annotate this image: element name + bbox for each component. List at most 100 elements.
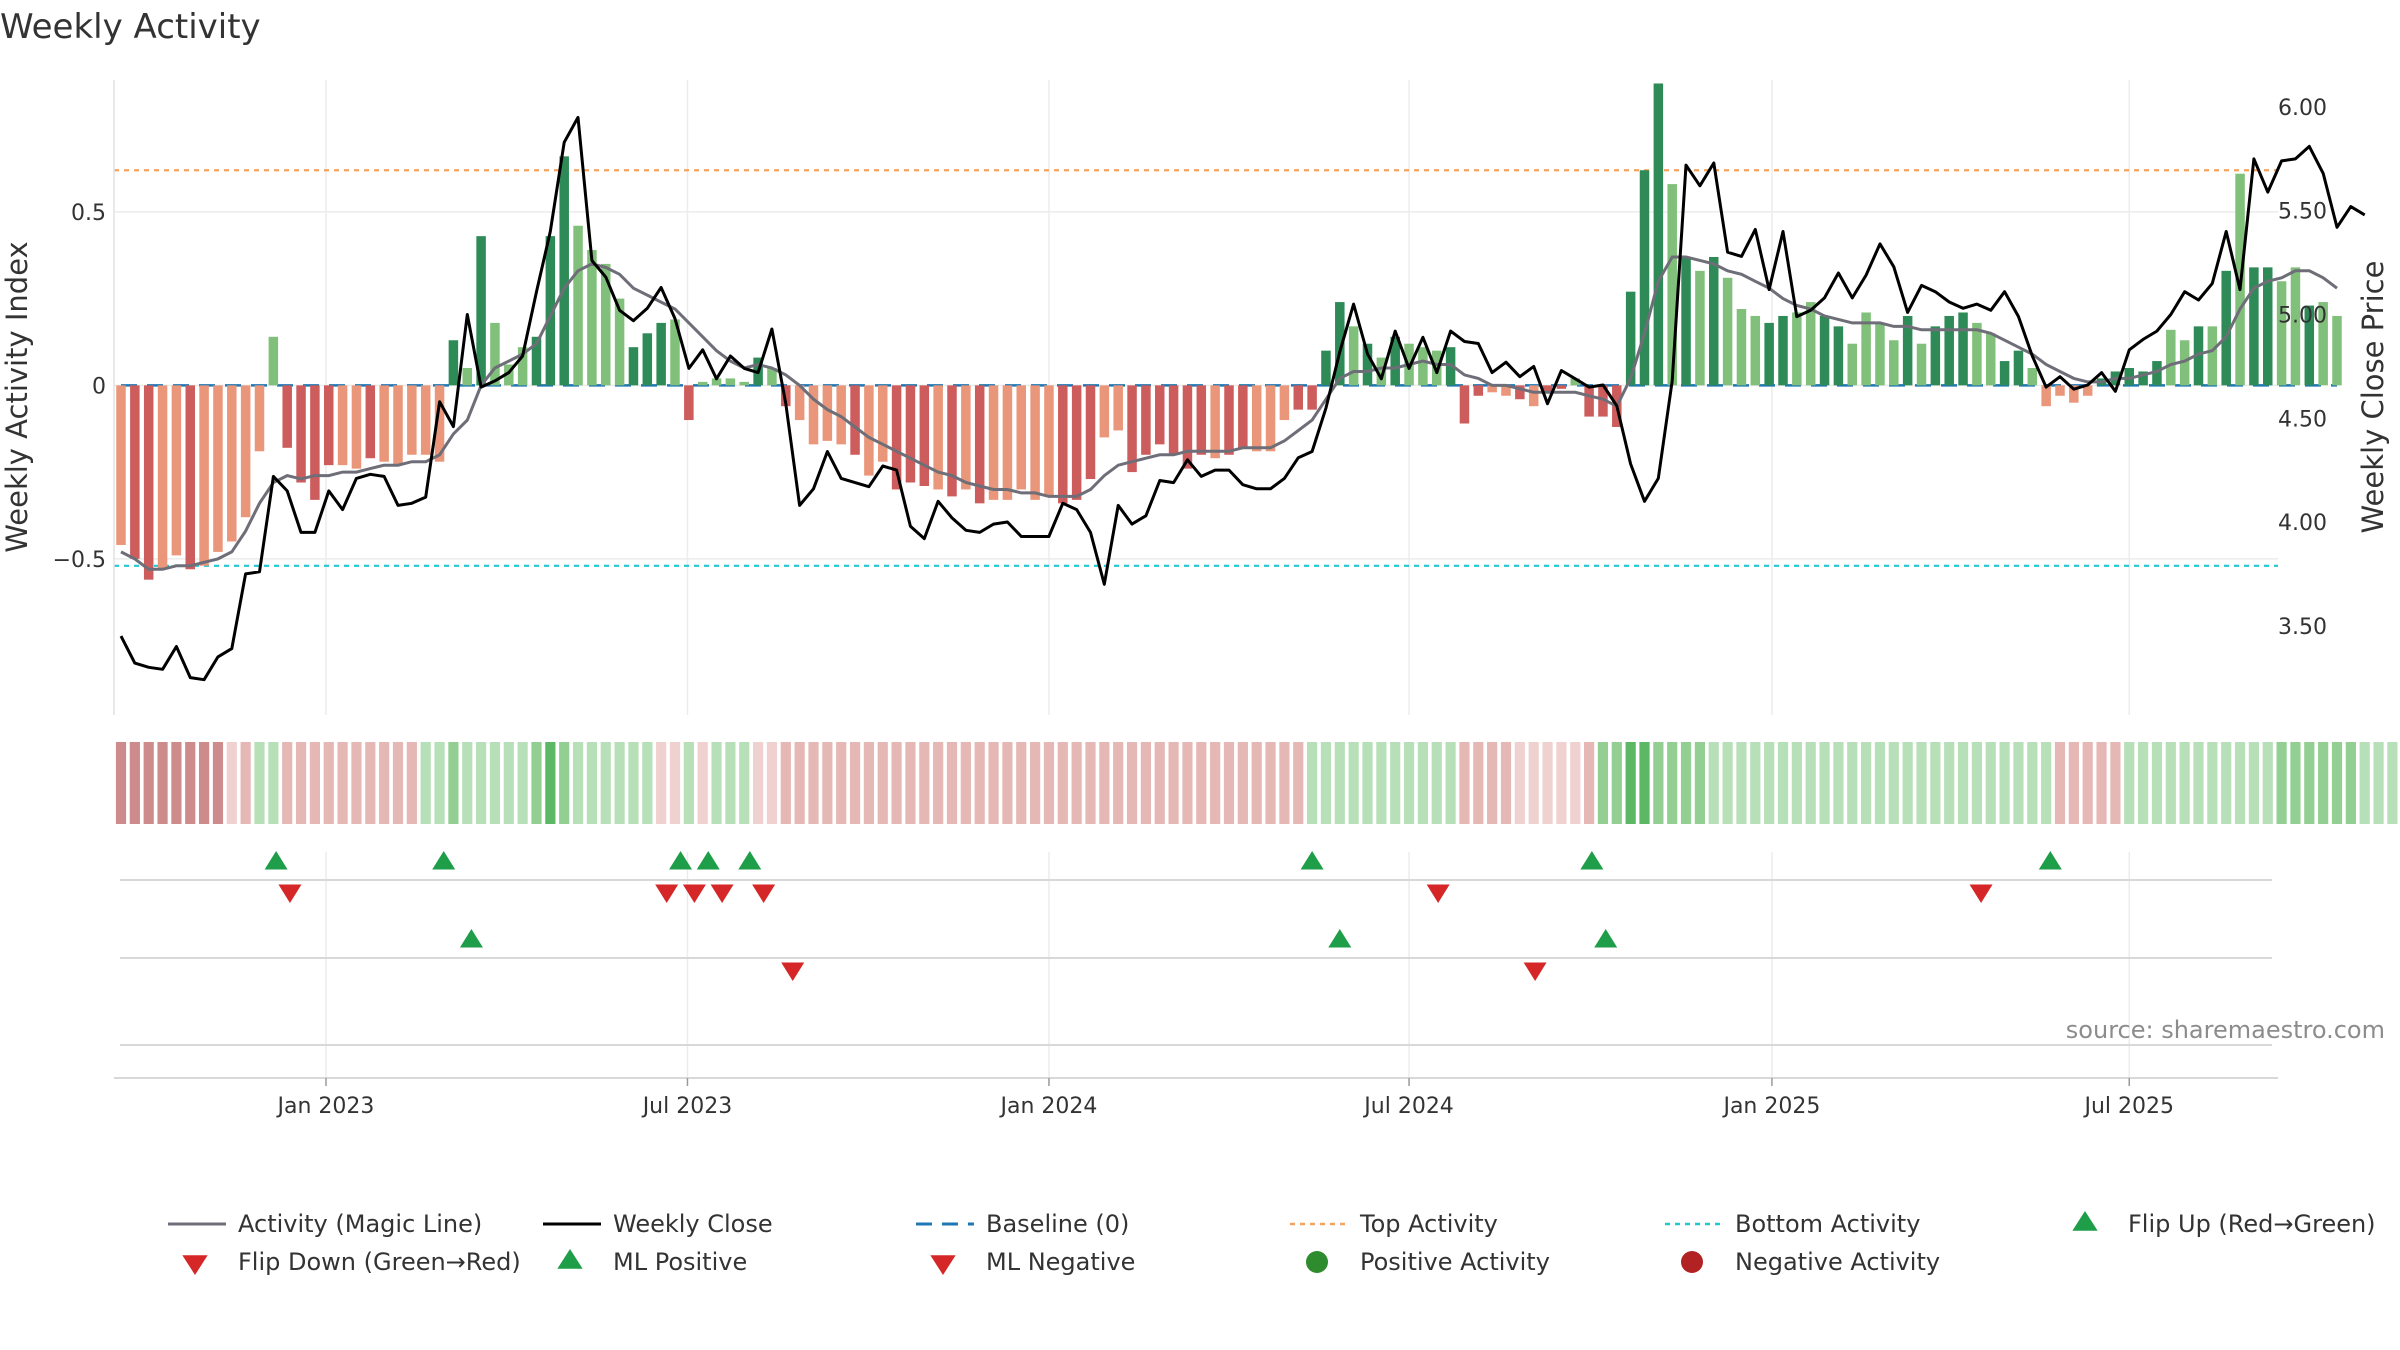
activity-bar [1016,385,1026,490]
heat-strip-cell [1071,742,1082,824]
heat-strip-cell [1999,742,2010,824]
heat-strip-cell [1819,742,1830,824]
heat-strip-cell [1791,742,1802,824]
heat-strip-cell [877,742,888,824]
activity-bar [2166,329,2176,386]
heat-strip-cell [1320,742,1332,824]
heat-strip-cell [960,742,971,824]
activity-bar [2013,350,2024,386]
activity-bar [1224,385,1234,455]
activity-bar [2082,385,2093,396]
activity-bar [1847,343,1857,386]
activity-bar [448,340,459,386]
heat-strip-cell [199,742,210,824]
activity-bar [1958,312,1968,386]
activity-bar [2124,368,2134,386]
heat-strip-cell [2318,742,2329,824]
activity-bar [1861,312,1871,386]
heat-strip-cell [2096,742,2107,824]
heat-strip-cell [933,742,944,824]
activity-bar [185,385,195,570]
activity-bar [1376,357,1387,386]
heat-strip-cell [1417,742,1428,824]
activity-bar [1362,343,1373,386]
heat-strip-cell [2304,742,2315,824]
heat-strip-cell [739,742,750,824]
activity-bar [2276,281,2287,386]
heat-strip-cell [1847,742,1858,824]
activity-bar [822,385,833,441]
activity-bar [878,385,888,462]
activity-bar [1348,326,1359,386]
activity-bar [1639,170,1650,386]
magic-line [120,255,2338,571]
flip-up-marker [264,851,288,870]
heat-strip-cell [2221,742,2232,824]
heat-strip-cell [1805,742,1816,824]
heat-strip-cell [656,742,667,824]
heat-strip-cell [2041,742,2052,824]
activity-bar [2221,270,2231,386]
heat-strip-cell [1057,742,1068,824]
activity-bar [2207,326,2218,386]
activity-bar [1916,343,1927,386]
activity-bar [1542,385,1553,393]
activity-bar [1805,302,1816,386]
heat-strip-cell [836,742,847,824]
heat-strip-cell [1016,742,1027,824]
legend-label: ML Negative [986,1248,1135,1276]
activity-bar [794,385,805,421]
activity-bar [656,322,666,386]
activity-bar [2193,326,2204,386]
activity-bar [2318,302,2328,386]
heat-strip-cell [1030,742,1041,824]
activity-bar [1085,385,1096,480]
legend-item-negact: Negative Activity [1681,1248,1940,1276]
activity-bar [2055,385,2065,396]
activity-bar [697,381,708,386]
activity-bar [1819,315,1830,386]
activity-bar [351,385,362,469]
activity-bar [282,385,292,448]
activity-bar [1196,385,1207,455]
activity-bar [1044,385,1054,497]
heat-strip-cell [946,742,958,824]
activity-bar [1570,378,1580,386]
heat-strip-cell [1334,742,1345,824]
activity-bar [1972,322,1982,386]
flip-up-marker [669,851,693,870]
activity-bar [1750,315,1761,386]
heat-strip-cell [2290,742,2301,824]
activity-bar [2152,361,2162,386]
legend-swatch [557,1249,583,1269]
legend-item-magic: Activity (Magic Line) [168,1210,482,1238]
heat-strip-cell [766,742,778,824]
heat-strip-cell [1902,742,1913,824]
activity-bar [1528,385,1539,407]
heat-strip-cell [683,742,694,824]
heat-strip-cell [2359,742,2370,824]
heat-strip-cell [143,742,154,824]
activity-bar [739,381,749,386]
y-tick-label: −0.5 [53,548,106,573]
heat-strip-cell [2151,742,2163,824]
heat-strip-cell [1556,742,1567,824]
heat-strip-cell [780,742,791,824]
heat-strip-cell [1154,742,1165,824]
heat-strip-cell [2248,742,2259,824]
legend-swatch [1681,1251,1703,1273]
heat-strip-cell [1362,742,1373,824]
activity-bar [1681,256,1691,386]
heat-strip-cell [2138,742,2149,824]
legend-label: ML Positive [613,1248,747,1276]
ml-negative-marker [1523,962,1547,981]
chart-title: Weekly Activity [0,7,261,47]
heat-strip-cell [268,742,279,824]
activity-bar [296,385,306,483]
heat-strip-cell [1777,742,1789,824]
legend-item-posact: Positive Activity [1306,1248,1550,1276]
y2-axis-title: Weekly Close Price [2356,261,2390,534]
activity-bar [2332,315,2342,386]
heat-strip-cell [863,742,874,824]
activity-bar [1930,326,1941,386]
